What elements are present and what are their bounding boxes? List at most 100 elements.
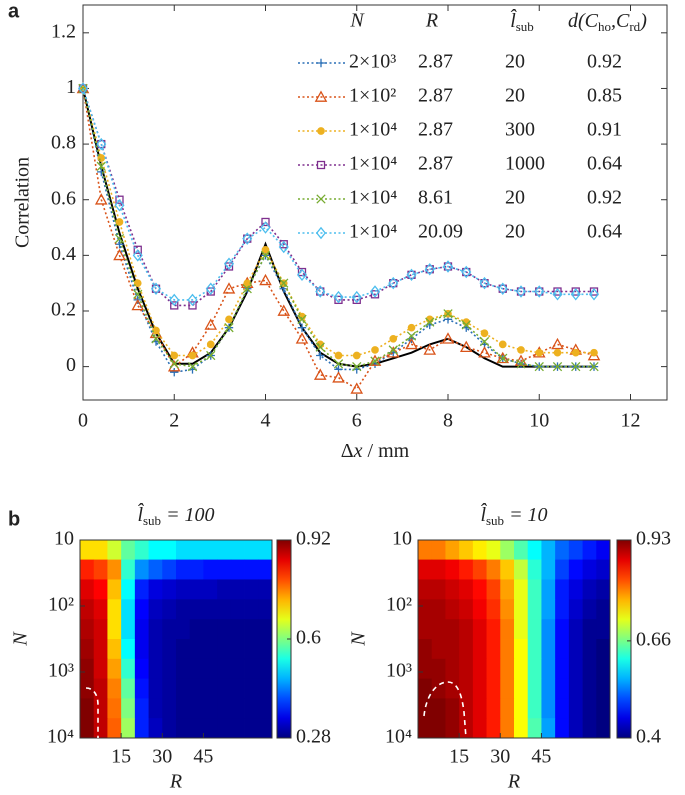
x-tick-label: 30 bbox=[490, 746, 510, 768]
marker bbox=[188, 351, 197, 360]
y-tick-label: 1 bbox=[66, 76, 76, 98]
heatmap-cell bbox=[582, 639, 597, 660]
text-part: = 100 bbox=[161, 504, 215, 526]
heatmap-cell bbox=[121, 540, 136, 560]
heatmap-cell bbox=[80, 540, 95, 560]
heatmap-cell bbox=[107, 658, 122, 679]
heatmap-cell bbox=[93, 639, 108, 660]
legend-header: N bbox=[349, 10, 365, 32]
heatmap-cell bbox=[596, 678, 610, 699]
legend-label: 1×10⁴ bbox=[349, 119, 397, 141]
marker bbox=[279, 278, 289, 288]
marker bbox=[313, 368, 327, 380]
heatmap-cell bbox=[459, 718, 474, 738]
text-part: = 10 bbox=[504, 504, 548, 526]
legend-label: 1×10⁴ bbox=[349, 153, 397, 175]
heatmap-cell bbox=[596, 540, 610, 560]
heatmap-cell bbox=[121, 698, 136, 719]
heatmap-cell bbox=[514, 579, 529, 600]
heatmap-cell bbox=[203, 619, 218, 640]
heatmap-cell bbox=[203, 678, 218, 699]
marker bbox=[442, 260, 454, 273]
heatmap-cell bbox=[217, 559, 232, 580]
heatmap-cell bbox=[203, 599, 218, 620]
marker bbox=[132, 249, 143, 262]
heatmap-cell bbox=[582, 619, 597, 640]
x-tick-label: 8 bbox=[443, 410, 453, 432]
dotted-line bbox=[82, 88, 595, 390]
legend-r: 20.09 bbox=[418, 221, 463, 243]
text-part: / mm bbox=[363, 440, 410, 462]
heatmap-cell bbox=[555, 678, 570, 699]
heatmap-cell bbox=[418, 698, 433, 719]
marker bbox=[169, 359, 179, 369]
heatmap-cell bbox=[514, 540, 529, 560]
colorbar-tick-label: 0.4 bbox=[636, 726, 661, 748]
heatmap-cell bbox=[176, 678, 191, 699]
x-tick-label: 45 bbox=[193, 746, 213, 768]
heatmap-cell bbox=[568, 599, 583, 620]
heatmap-cell bbox=[555, 579, 570, 600]
heatmap-cell bbox=[176, 619, 191, 640]
plot-frame bbox=[417, 539, 611, 739]
heatmap-cell bbox=[541, 599, 556, 620]
text-part: rd bbox=[629, 19, 640, 34]
heatmap-cell bbox=[541, 718, 556, 738]
y-tick-label: 1.2 bbox=[51, 20, 76, 42]
heatmap-cell bbox=[189, 599, 204, 620]
marker bbox=[170, 367, 179, 377]
heatmap-cell bbox=[176, 599, 191, 620]
heatmap-cell bbox=[189, 540, 204, 560]
heatmap-cell bbox=[514, 639, 529, 660]
marker bbox=[350, 382, 364, 394]
heatmap-cell bbox=[459, 658, 474, 679]
heatmap-cell bbox=[258, 718, 272, 738]
marker bbox=[478, 346, 491, 358]
heatmap-cell bbox=[582, 678, 597, 699]
heatmap-cell bbox=[244, 718, 259, 738]
marker bbox=[590, 348, 598, 357]
heatmap-cell bbox=[203, 540, 218, 560]
legend-d: 0.64 bbox=[587, 153, 622, 175]
heatmap-cell bbox=[244, 698, 259, 719]
marker bbox=[551, 337, 564, 350]
heatmap-cell bbox=[121, 678, 136, 699]
legend-r: 8.61 bbox=[418, 187, 453, 209]
heatmap-cell bbox=[500, 559, 515, 580]
heatmap-cell bbox=[189, 678, 204, 699]
heatmap-cell bbox=[176, 658, 191, 679]
contour-line bbox=[423, 681, 467, 739]
heatmap-cell bbox=[93, 540, 108, 560]
heatmap-cell bbox=[134, 559, 149, 580]
marker bbox=[497, 282, 508, 295]
heatmap-cell bbox=[555, 658, 570, 679]
heatmap-cell bbox=[555, 540, 570, 560]
marker bbox=[405, 337, 418, 350]
heatmap-cell bbox=[176, 639, 191, 660]
heatmap-cell bbox=[418, 718, 433, 738]
heatmap-cell bbox=[568, 559, 583, 580]
marker bbox=[571, 361, 581, 372]
heatmap-cell bbox=[418, 658, 433, 679]
heatmap-cell bbox=[445, 698, 460, 719]
text-part: l̂ bbox=[510, 8, 517, 32]
heatmap-cell bbox=[568, 579, 583, 600]
heatmap-cell bbox=[244, 540, 259, 560]
colorbar-tick-label: 0.93 bbox=[636, 528, 671, 550]
legend-label: 1×10⁴ bbox=[349, 221, 397, 243]
heatmap-cell bbox=[189, 579, 204, 600]
y-tick-label: 10⁴ bbox=[47, 726, 74, 748]
marker bbox=[277, 304, 291, 316]
x-tick-label: 15 bbox=[449, 746, 469, 768]
marker bbox=[441, 332, 455, 344]
heatmap-cell bbox=[445, 540, 460, 560]
heatmap-cell bbox=[148, 579, 163, 600]
heatmap-cell bbox=[541, 619, 556, 640]
marker bbox=[333, 290, 344, 304]
heatmap-cell bbox=[555, 599, 570, 620]
heatmap-cell bbox=[555, 698, 570, 719]
heatmap-cell bbox=[459, 678, 474, 699]
heatmap-cell bbox=[541, 639, 556, 660]
legend-header: R bbox=[425, 10, 438, 32]
marker bbox=[224, 323, 234, 333]
